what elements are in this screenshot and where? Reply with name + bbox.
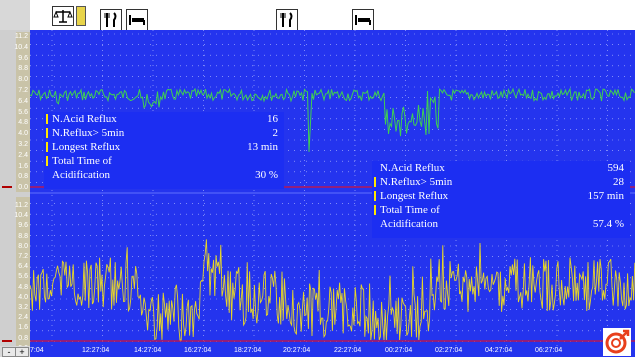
left-stats-panel: N.Acid Reflux 16 N.Reflux> 5min 2 Longest … bbox=[44, 112, 284, 189]
stats-value: 594 bbox=[607, 162, 625, 174]
y-axis-ruler: 11.2 10.4 9.6 8.8 8.0 7.2 6.4 5.6 4.8 4.0 3.2 2.4 1.… bbox=[0, 0, 30, 357]
ph-plot-area[interactable]: N.Acid Reflux 16 N.Reflux> 5min 2 Longest … bbox=[30, 30, 635, 346]
y-tick-label: 6.4 bbox=[18, 97, 28, 105]
x-tick-label: 20:27:04 bbox=[283, 347, 311, 354]
stats-row: Acidification 30 % bbox=[44, 168, 284, 182]
y-tick-label: 4.8 bbox=[18, 119, 28, 127]
y-tick-label: 7.2 bbox=[18, 253, 28, 260]
stats-row: N.Acid Reflux 594 bbox=[372, 161, 630, 175]
threshold-arrow[interactable] bbox=[2, 340, 12, 342]
y-tick-label: 2.4 bbox=[18, 151, 28, 159]
y-tick-label: 3.2 bbox=[18, 141, 28, 148]
y-tick-label: 8.8 bbox=[18, 232, 28, 240]
y-tick-label: 9.6 bbox=[18, 54, 28, 62]
y-tick-label: 8.8 bbox=[18, 65, 28, 73]
stats-row: Longest Reflux 157 min bbox=[372, 189, 630, 203]
x-tick-label: 22:27:04 bbox=[334, 347, 362, 354]
battery-icon bbox=[76, 6, 86, 26]
x-tick-label: 02:27:04 bbox=[435, 347, 463, 354]
y-tick-label: 5.6 bbox=[18, 108, 28, 116]
stats-row: Total Time of bbox=[44, 154, 284, 168]
stats-label: Longest Reflux bbox=[52, 141, 121, 153]
stats-label: Acidification bbox=[52, 169, 111, 181]
event-marker-strip bbox=[30, 0, 635, 40]
meal-icon[interactable] bbox=[100, 9, 122, 31]
ph-trace-bottom bbox=[30, 239, 635, 341]
y-axis-bottom-band bbox=[16, 197, 30, 347]
y-tick-label: 11.2 bbox=[14, 33, 28, 40]
stats-value: 57.4 % bbox=[592, 218, 624, 230]
x-tick-label: 04:27:04 bbox=[485, 347, 513, 354]
y-tick-label: 2.4 bbox=[18, 314, 28, 322]
right-stats-panel: N.Acid Reflux 594 N.Reflux> 5min 28 Longes… bbox=[372, 161, 630, 238]
y-tick-label: 11.2 bbox=[14, 202, 28, 209]
stats-value: 2 bbox=[272, 127, 279, 139]
y-tick-label: 10.4 bbox=[14, 212, 28, 220]
time-axis: 7:04 12:27:04 14:27:04 16:27:04 18:27:04 20:2… bbox=[30, 346, 635, 357]
scroll-right-button[interactable]: + bbox=[15, 347, 29, 357]
stats-row: N.Acid Reflux 16 bbox=[44, 112, 284, 126]
stats-value: 28 bbox=[613, 176, 624, 188]
stats-row: N.Reflux> 5min 2 bbox=[44, 126, 284, 140]
scroll-left-button[interactable]: - bbox=[2, 347, 16, 357]
stats-label: Total Time of bbox=[380, 204, 440, 216]
stats-row: Acidification 57.4 % bbox=[372, 217, 630, 231]
stats-label: N.Acid Reflux bbox=[380, 162, 445, 174]
x-tick-label: 18:27:04 bbox=[234, 347, 262, 354]
stats-value: 30 % bbox=[255, 169, 278, 181]
y-tick-label: 0.8 bbox=[18, 334, 28, 342]
stats-value: 13 min bbox=[247, 141, 278, 153]
ph-trace-top bbox=[30, 87, 635, 152]
stats-label: N.Reflux> 5min bbox=[52, 127, 125, 139]
x-tick-label: 06:27:04 bbox=[535, 347, 563, 354]
y-tick-label: 8.0 bbox=[18, 76, 28, 84]
stats-value: 16 bbox=[267, 113, 278, 125]
x-tick-label: 12:27:04 bbox=[82, 347, 110, 354]
y-tick-label: 7.2 bbox=[18, 87, 28, 94]
x-tick-label: 7:04 bbox=[30, 347, 44, 354]
stats-row: N.Reflux> 5min 28 bbox=[372, 175, 630, 189]
y-tick-label: 6.4 bbox=[18, 263, 28, 271]
x-tick-label: 00:27:04 bbox=[385, 347, 413, 354]
y-tick-label: 4.0 bbox=[18, 293, 28, 301]
stats-label: Longest Reflux bbox=[380, 190, 449, 202]
stats-row: Longest Reflux 13 min bbox=[44, 140, 284, 154]
supine-icon[interactable] bbox=[126, 9, 148, 31]
stats-label: Acidification bbox=[380, 218, 439, 230]
y-tick-label: 4.0 bbox=[18, 130, 28, 138]
brand-logo-icon bbox=[603, 328, 631, 356]
y-tick-label: 1.6 bbox=[18, 162, 28, 170]
x-tick-label: 16:27:04 bbox=[184, 347, 212, 354]
y-tick-label: 1.6 bbox=[18, 324, 28, 332]
y-tick-label: 8.0 bbox=[18, 242, 28, 250]
y-tick-label: 10.4 bbox=[14, 43, 28, 51]
x-tick-label: 14:27:04 bbox=[134, 347, 162, 354]
y-tick-label: 4.8 bbox=[18, 283, 28, 291]
y-tick-label: 9.6 bbox=[18, 222, 28, 230]
threshold-arrow[interactable] bbox=[2, 186, 12, 188]
y-tick-label: 3.2 bbox=[18, 304, 28, 311]
meal-icon[interactable] bbox=[276, 9, 298, 31]
balance-icon[interactable] bbox=[52, 6, 74, 26]
y-axis-top-band bbox=[16, 32, 30, 192]
stats-label: Total Time of bbox=[52, 155, 112, 167]
stats-row: Total Time of bbox=[372, 203, 630, 217]
supine-icon[interactable] bbox=[352, 9, 374, 31]
y-tick-label: 0.0 bbox=[18, 184, 28, 192]
stats-value: 157 min bbox=[587, 190, 624, 202]
stats-label: N.Reflux> 5min bbox=[380, 176, 453, 188]
y-tick-label: 0.8 bbox=[18, 173, 28, 181]
y-tick-label: 5.6 bbox=[18, 273, 28, 281]
bottom-left-corner: - + bbox=[0, 346, 30, 357]
stats-label: N.Acid Reflux bbox=[52, 113, 117, 125]
